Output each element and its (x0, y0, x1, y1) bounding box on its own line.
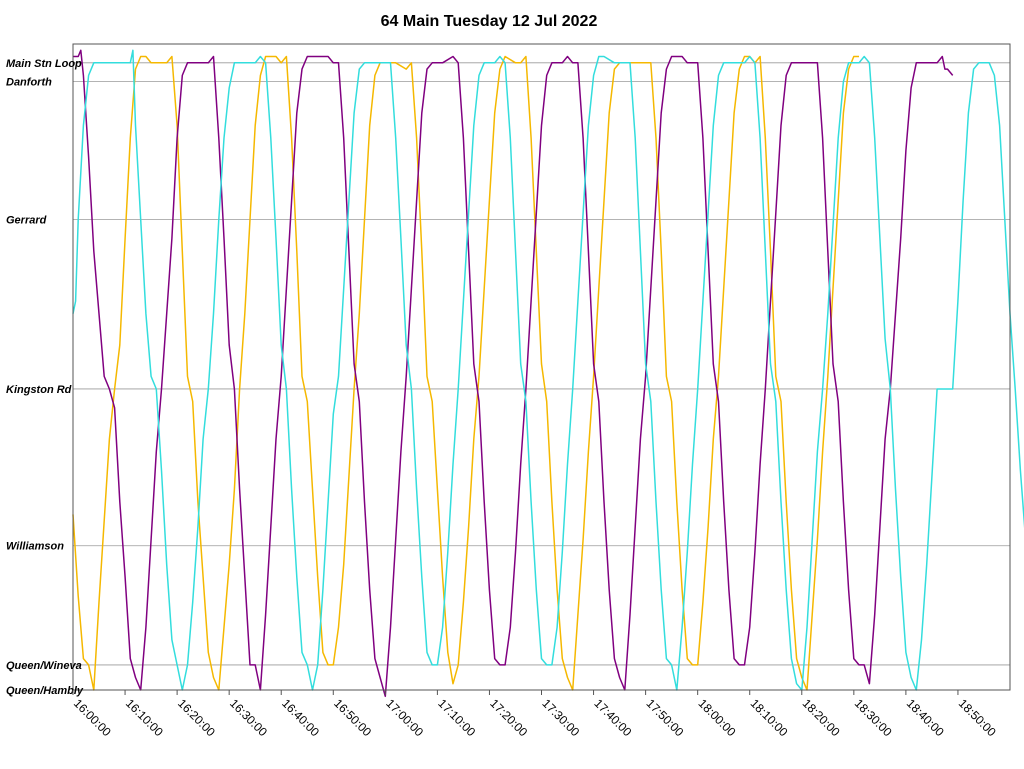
series-line-2 (73, 49, 954, 698)
stop-labels: Main Stn Loop Danforth Gerrard Kingston Rd W… (6, 58, 84, 697)
grid (73, 62, 1010, 691)
x-tick-label: 17:40:00 (591, 696, 634, 739)
chart-title: 64 Main Tuesday 12 Jul 2022 (381, 13, 598, 30)
x-tick-label: 18:40:00 (904, 696, 947, 739)
series-line-1 (72, 55, 859, 691)
x-tick-label: 17:20:00 (487, 696, 530, 739)
x-tick-label: 18:10:00 (748, 696, 791, 739)
x-tick-label: 18:50:00 (956, 696, 999, 739)
x-tick-label: 18:00:00 (696, 696, 739, 739)
x-tick-label: 17:50:00 (643, 696, 686, 739)
x-tick-label: 16:00:00 (71, 696, 114, 739)
series-line-3 (72, 49, 1024, 691)
x-tick-label: 16:40:00 (279, 696, 322, 739)
x-tick-label: 16:20:00 (175, 696, 218, 739)
stop-label-queen-hambly: Queen/Hambly (6, 685, 84, 697)
x-tick-label: 16:50:00 (331, 696, 374, 739)
x-tick-label: 17:00:00 (383, 696, 426, 739)
stop-label-gerrard: Gerrard (6, 215, 47, 227)
x-tick-label: 18:20:00 (800, 696, 843, 739)
stop-label-main-stn-loop: Main Stn Loop (6, 58, 82, 70)
x-tick-label: 16:30:00 (227, 696, 270, 739)
x-axis: 16:00:00 16:10:00 16:20:00 16:30:00 16:40:00… (71, 690, 999, 739)
x-tick-label: 17:30:00 (539, 696, 582, 739)
x-tick-label: 16:10:00 (123, 696, 166, 739)
stop-label-williamson: Williamson (6, 541, 64, 553)
stop-label-danforth: Danforth (6, 77, 52, 89)
x-tick-label: 18:30:00 (852, 696, 895, 739)
series-group (72, 49, 1024, 698)
x-tick-label: 17:10:00 (435, 696, 478, 739)
stop-label-queen-wineva: Queen/Wineva (6, 660, 82, 672)
stop-label-kingston-rd: Kingston Rd (6, 384, 72, 396)
